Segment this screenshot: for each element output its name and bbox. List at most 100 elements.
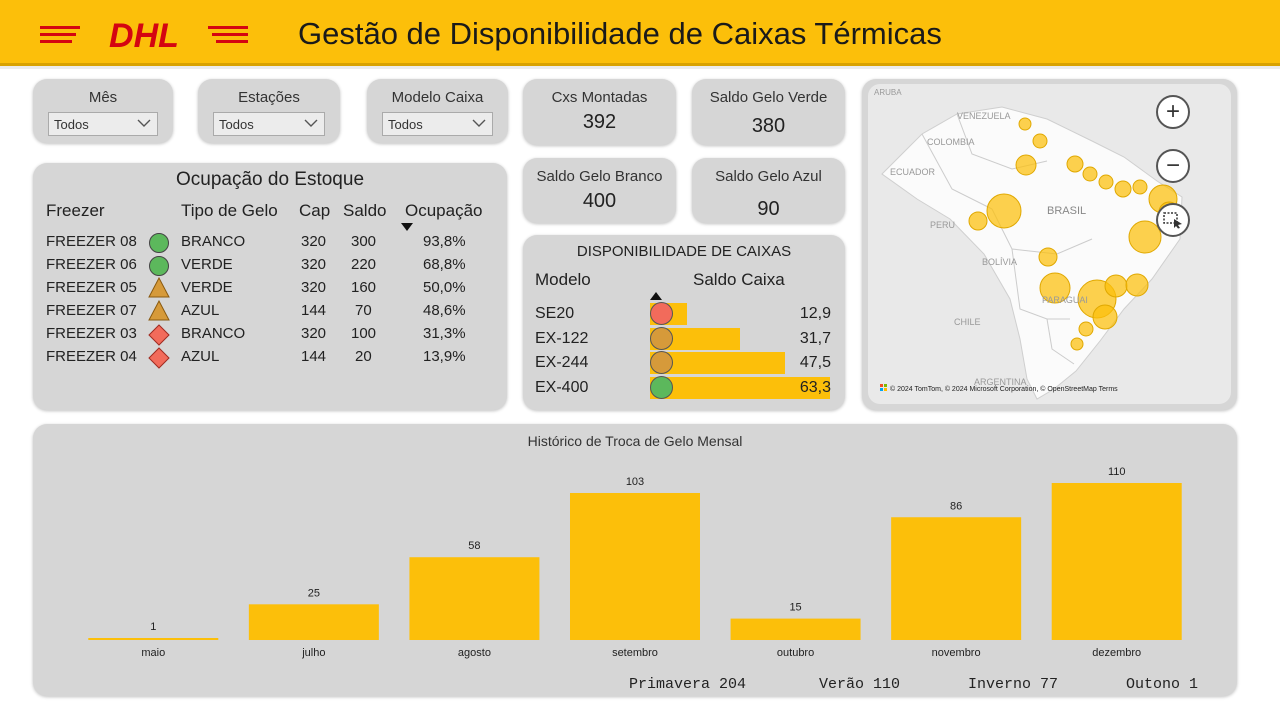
cell-saldo: 100 (351, 325, 377, 342)
cell-ocupacao: 50,0% (423, 279, 466, 296)
col-header-tipo[interactable]: Tipo de Gelo (181, 201, 278, 220)
cell-tipo: AZUL (181, 302, 220, 319)
kpi-saldo-gelo-verde: Saldo Gelo Verde 380 (692, 79, 845, 145)
col-header-freezer[interactable]: Freezer (46, 201, 105, 220)
data-label: 58 (468, 540, 480, 552)
dhl-logo: DHL (40, 18, 248, 54)
col-header-modelo[interactable]: Modelo (535, 270, 591, 289)
map-bubble[interactable] (1098, 174, 1114, 190)
map-attribution: © 2024 TomTom, © 2024 Microsoft Corporat… (890, 385, 1118, 393)
data-label: 25 (308, 587, 320, 599)
cell-modelo: EX-122 (535, 329, 589, 347)
modelo-dropdown[interactable]: Todos (382, 112, 493, 136)
col-header-saldo[interactable]: Saldo (343, 201, 387, 220)
estacoes-dropdown-value: Todos (219, 117, 254, 132)
map-bubble[interactable] (986, 193, 1022, 229)
cell-freezer: FREEZER 08 (46, 233, 137, 250)
season-inverno: Inverno 77 (968, 676, 1059, 693)
chevron-down-icon (137, 119, 151, 127)
microsoft-logo-icon (880, 384, 887, 391)
kpi-label: Saldo Gelo Branco (536, 168, 663, 185)
map-visual[interactable]: ARUBA VENEZUELA COLOMBIA ECUADOR PERU BR… (862, 79, 1237, 410)
map-label-chile: CHILE (954, 317, 981, 327)
kpi-value: 392 (582, 111, 617, 133)
kpi-value: 90 (757, 198, 780, 220)
col-header-saldo-caixa[interactable]: Saldo Caixa (693, 270, 785, 289)
map-bubble[interactable] (1066, 155, 1084, 173)
troca-gelo-chart: Histórico de Troca de Gelo Mensal 1 maio 2… (33, 424, 1237, 696)
zoom-in-button[interactable]: + (1156, 95, 1190, 129)
bar-outubro[interactable] (730, 618, 861, 640)
map-bubble[interactable] (1032, 133, 1048, 149)
cell-ocupacao: 31,3% (423, 325, 466, 342)
map-bubble[interactable] (1015, 154, 1037, 176)
map-label-peru: PERU (930, 220, 955, 230)
cell-saldo-caixa: 31,7 (799, 329, 831, 347)
cell-freezer: FREEZER 05 (46, 279, 137, 296)
map-bubble[interactable] (968, 211, 988, 231)
slicer-modelo-title: Modelo Caixa (391, 89, 484, 106)
cell-freezer: FREEZER 07 (46, 302, 137, 319)
cell-freezer: FREEZER 06 (46, 256, 137, 273)
map-bubble[interactable] (1132, 179, 1148, 195)
x-tick-label: maio (141, 647, 165, 659)
map-bubble[interactable] (1082, 166, 1098, 182)
mes-dropdown[interactable]: Todos (48, 112, 158, 136)
cell-saldo-caixa: 63,3 (799, 378, 831, 396)
bar-novembro[interactable] (891, 517, 1022, 640)
map-bubble[interactable] (1039, 272, 1071, 304)
cell-ocupacao: 68,8% (423, 256, 466, 273)
cell-saldo: 300 (351, 233, 377, 250)
bar-dezembro[interactable] (1051, 483, 1182, 640)
col-header-cap[interactable]: Cap (299, 201, 331, 220)
bar-julho[interactable] (248, 604, 379, 640)
map-label-venezuela: VENEZUELA (957, 111, 1011, 121)
kpi-value: 380 (751, 115, 786, 137)
bar-maio[interactable] (88, 638, 219, 640)
map-bubble[interactable] (1092, 304, 1118, 330)
data-label: 15 (789, 602, 801, 614)
data-label: 86 (950, 500, 962, 512)
map-bubble[interactable] (1125, 273, 1149, 297)
map-bubble[interactable] (1078, 321, 1094, 337)
map-label-paraguai: PARAGUAI (1042, 295, 1088, 305)
mes-dropdown-value: Todos (54, 117, 89, 132)
cell-cap: 144 (301, 348, 327, 365)
map-bubble[interactable] (1070, 337, 1084, 351)
col-header-ocupacao[interactable]: Ocupação (405, 201, 483, 220)
cell-tipo: VERDE (181, 279, 233, 296)
table-row: FREEZER 08 BRANCO 320 300 93,8% (33, 233, 507, 256)
bar-setembro[interactable] (570, 492, 700, 640)
table-title: Ocupação do Estoque (175, 169, 365, 190)
map-bubble[interactable] (1128, 220, 1162, 254)
map-bubble[interactable] (1114, 180, 1132, 198)
red-diamond-icon (148, 347, 170, 369)
table-row: FREEZER 05 VERDE 320 160 50,0% (33, 277, 507, 302)
kpi-label: Saldo Gelo Azul (715, 168, 822, 185)
map-label-brasil: BRASIL (1047, 205, 1086, 217)
map-bubble[interactable] (1018, 117, 1032, 131)
saldo-data-bar (650, 352, 785, 374)
plus-icon: + (1165, 98, 1180, 125)
kpi-value: 400 (582, 190, 617, 212)
bar-chart: 1 maio 25 julho 58 agosto 103 setembro 15 outubro… (88, 466, 1182, 659)
estacoes-dropdown[interactable]: Todos (213, 112, 325, 136)
kpi-saldo-gelo-azul: Saldo Gelo Azul 90 (692, 158, 845, 223)
disponibilidade-caixas-table: DISPONIBILIDADE DE CAIXAS Modelo Saldo C… (523, 235, 845, 410)
map-bubble[interactable] (1038, 247, 1058, 267)
table-row: FREEZER 04 AZUL 144 20 13,9% (33, 347, 507, 371)
availability-row: EX-122 31,7 (523, 326, 845, 351)
cell-modelo: SE20 (535, 305, 575, 322)
sort-asc-icon (650, 292, 662, 300)
map-bubble[interactable] (1104, 274, 1128, 298)
zoom-out-button[interactable]: − (1156, 149, 1190, 183)
cell-cap: 320 (301, 233, 327, 250)
status-circle-icon (650, 326, 673, 350)
slicer-mes-title: Mês (88, 89, 118, 106)
cell-modelo: EX-400 (535, 378, 589, 396)
modelo-dropdown-value: Todos (388, 117, 423, 132)
brazil-map[interactable]: ARUBA VENEZUELA COLOMBIA ECUADOR PERU BR… (862, 79, 1237, 410)
bar-agosto[interactable] (409, 557, 540, 640)
map-select-button[interactable] (1156, 203, 1190, 237)
orange-triangle-icon (148, 277, 170, 298)
